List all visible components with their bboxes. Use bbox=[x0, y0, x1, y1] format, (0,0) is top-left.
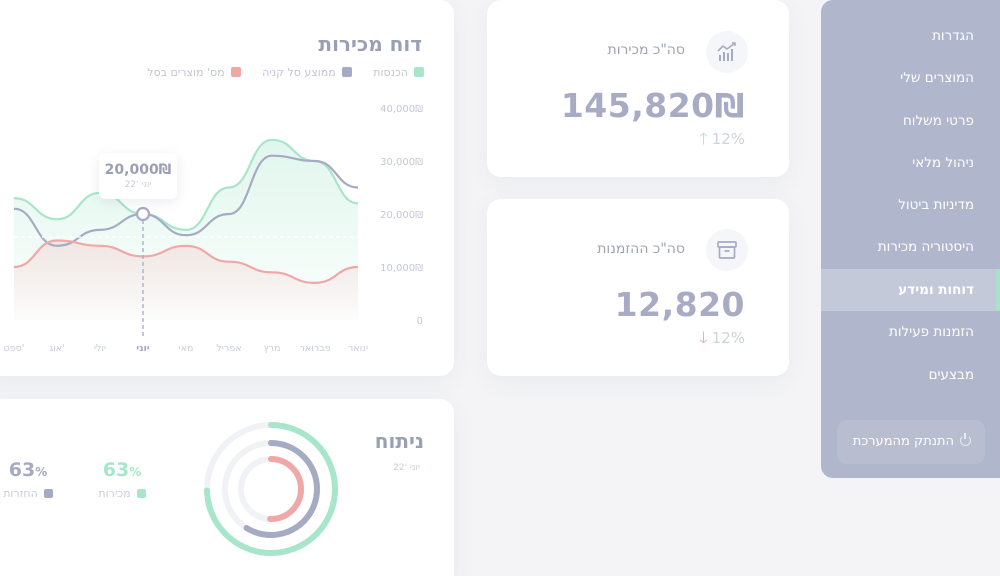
sales-report-legend: הכנסות ממוצע סל קניה מס' מוצרים בסל bbox=[147, 66, 424, 79]
analysis-date: יוני '22 bbox=[393, 463, 420, 473]
x-tick-label: יולי bbox=[94, 343, 106, 354]
y-tick-label: 10,000₪ bbox=[380, 263, 423, 274]
y-tick-label: 40,000₪ bbox=[380, 104, 423, 115]
sidebar-item-settings[interactable]: הגדרות bbox=[932, 28, 974, 44]
x-tick-label: מאי bbox=[179, 343, 194, 354]
sidebar-item-inventory[interactable]: ניהול מלאי bbox=[912, 155, 974, 171]
returns-swatch bbox=[43, 489, 53, 498]
legend-item-avg-basket[interactable]: ממוצע סל קניה bbox=[262, 66, 352, 79]
power-icon bbox=[960, 433, 971, 446]
sidebar-item-my-products[interactable]: המוצרים שלי bbox=[900, 70, 974, 86]
sales-swatch bbox=[136, 489, 146, 498]
chart-tooltip: 20,000₪ יוני '22 bbox=[99, 153, 177, 199]
legend-swatch-items-in-basket bbox=[230, 67, 241, 77]
x-tick-label: אפריל bbox=[216, 343, 241, 354]
analysis-stat-sales: 63% מכירות bbox=[92, 459, 152, 500]
x-tick-label: ספט' bbox=[4, 343, 25, 354]
total-orders-title: סה"כ ההזמנות bbox=[597, 241, 685, 257]
y-tick-label: 20,000₪ bbox=[380, 210, 423, 221]
x-tick-label: ינואר bbox=[348, 343, 368, 354]
sales-report-title: דוח מכירות bbox=[318, 32, 422, 56]
legend-swatch-avg-basket bbox=[341, 67, 352, 77]
sidebar-item-reports[interactable]: דוחות ומידע bbox=[821, 269, 1000, 311]
y-tick-label: 30,000₪ bbox=[380, 157, 423, 168]
sales-percent-label: מכירות bbox=[92, 487, 152, 500]
sidebar-item-sales-history[interactable]: היסטוריה מכירות bbox=[877, 239, 974, 255]
sales-line-chart[interactable]: 0 10,000₪ 20,000₪ 30,000₪ 40,000₪ ינואר פברואר… bbox=[0, 90, 440, 365]
total-sales-title: סה"כ מכירות bbox=[607, 42, 686, 58]
orders-icon-circle bbox=[706, 229, 748, 271]
highlight-point[interactable] bbox=[135, 206, 151, 222]
bar-chart-icon bbox=[717, 42, 736, 61]
arrow-up-icon: 🡑 bbox=[699, 129, 708, 148]
y-tick-label: 0 bbox=[417, 316, 423, 327]
arrow-down-icon: 🡓 bbox=[699, 328, 708, 347]
analysis-ring-chart[interactable] bbox=[200, 418, 342, 560]
legend-item-items-in-basket[interactable]: מס' מוצרים בסל bbox=[147, 66, 241, 79]
sales-icon-circle bbox=[706, 31, 748, 73]
series-line-0[interactable] bbox=[13, 138, 359, 232]
analysis-stat-returns: 63% החזרות bbox=[0, 459, 58, 500]
legend-item-revenue[interactable]: הכנסות bbox=[373, 66, 424, 79]
total-sales-change: 🡑 12% bbox=[699, 128, 745, 155]
series-area-2 bbox=[14, 240, 358, 320]
sales-percent: 63% bbox=[102, 459, 142, 481]
logout-button[interactable]: התנתק מהמערכת bbox=[837, 420, 985, 464]
total-orders-card: סה"כ ההזמנות 12,820 🡓 12% bbox=[487, 199, 789, 376]
ring-returns bbox=[222, 440, 320, 538]
x-tick-label: יוני bbox=[136, 343, 149, 354]
total-sales-value: 145,820₪ bbox=[560, 86, 745, 125]
tooltip-date: יוני '22 bbox=[124, 180, 152, 190]
x-tick-label: אוג' bbox=[49, 343, 64, 354]
sidebar-item-cancellation-policy[interactable]: מדיניות ביטול bbox=[898, 197, 974, 213]
series-line-2[interactable] bbox=[13, 239, 359, 285]
archive-box-icon bbox=[717, 241, 737, 259]
sidebar-item-promotions[interactable]: מבצעים bbox=[928, 367, 974, 383]
total-orders-change: 🡓 12% bbox=[699, 327, 745, 354]
total-orders-value: 12,820 bbox=[614, 285, 745, 324]
tooltip-value: 20,000₪ bbox=[104, 162, 172, 178]
total-sales-card: סה"כ מכירות 145,820₪ 🡑 12% bbox=[487, 0, 789, 177]
legend-swatch-revenue bbox=[414, 67, 424, 77]
ring-sales bbox=[204, 422, 338, 556]
returns-percent: 63% bbox=[8, 459, 48, 481]
x-tick-label: פברואר bbox=[299, 343, 330, 354]
returns-percent-label: החזרות bbox=[0, 487, 58, 500]
sidebar: הגדרות המוצרים שלי פרטי משלוח ניהול מלאי… bbox=[821, 0, 1000, 478]
sidebar-item-shipping[interactable]: פרטי משלוח bbox=[902, 113, 974, 129]
ring-items bbox=[238, 456, 304, 522]
logout-label: התנתק מהמערכת bbox=[852, 434, 954, 449]
analysis-title: ניתוח bbox=[374, 429, 424, 453]
sidebar-item-active-orders[interactable]: הזמנות פעילות bbox=[888, 324, 974, 340]
x-tick-label: מרץ bbox=[264, 343, 281, 354]
